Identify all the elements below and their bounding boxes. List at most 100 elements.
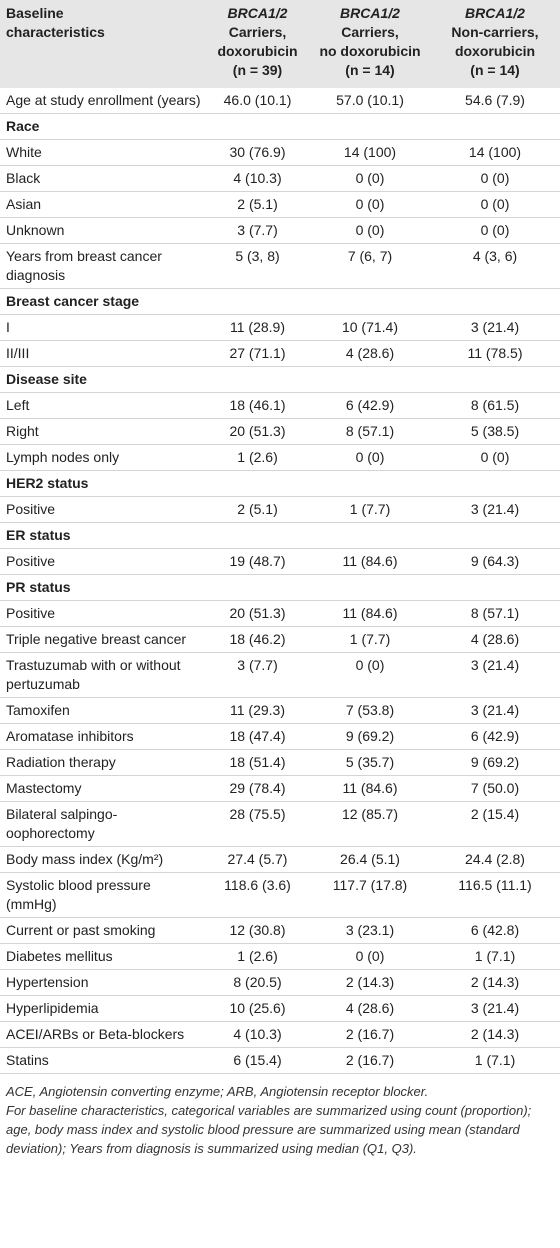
cell-value: 4 (10.3) bbox=[205, 1021, 310, 1048]
cell-value: 7 (53.8) bbox=[310, 697, 430, 724]
header-row: Baseline characteristics BRCA1/2 Carriers, d… bbox=[0, 0, 560, 88]
data-row: Black 4 (10.3) 0 (0) 0 (0) bbox=[0, 165, 560, 192]
cell-value: 3 (23.1) bbox=[310, 917, 430, 944]
cell-value: 26.4 (5.1) bbox=[310, 846, 430, 873]
cell-value: 24.4 (2.8) bbox=[430, 846, 560, 873]
header-group: Non-carriers, bbox=[451, 24, 539, 40]
section-row: Race bbox=[0, 113, 560, 140]
cell-value: 8 (20.5) bbox=[205, 969, 310, 996]
row-label: Systolic blood pressure (mmHg) bbox=[0, 872, 205, 918]
row-label: Black bbox=[0, 165, 205, 192]
cell-value: 14 (100) bbox=[310, 139, 430, 166]
cell-value: 18 (46.1) bbox=[205, 392, 310, 419]
data-row: Systolic blood pressure (mmHg) 118.6 (3.6… bbox=[0, 872, 560, 918]
cell-value: 4 (28.6) bbox=[430, 626, 560, 653]
cell-value: 11 (84.6) bbox=[310, 548, 430, 575]
cell-value: 9 (69.2) bbox=[430, 749, 560, 776]
header-group: Carriers, bbox=[228, 24, 287, 40]
section-label: ER status bbox=[0, 522, 560, 549]
cell-value: 19 (48.7) bbox=[205, 548, 310, 575]
cell-value: 18 (47.4) bbox=[205, 723, 310, 750]
header-cell: Baseline characteristics bbox=[0, 0, 205, 88]
footnote: ACE, Angiotensin converting enzyme; ARB,… bbox=[6, 1084, 429, 1099]
cell-value: 0 (0) bbox=[430, 191, 560, 218]
cell-value: 30 (76.9) bbox=[205, 139, 310, 166]
data-row: Asian 2 (5.1) 0 (0) 0 (0) bbox=[0, 191, 560, 218]
data-row: Left 18 (46.1) 6 (42.9) 8 (61.5) bbox=[0, 392, 560, 419]
cell-value: 11 (84.6) bbox=[310, 775, 430, 802]
section-label: Race bbox=[0, 113, 560, 140]
row-label: Triple negative breast cancer bbox=[0, 626, 205, 653]
data-row: Tamoxifen 11 (29.3) 7 (53.8) 3 (21.4) bbox=[0, 697, 560, 724]
cell-value: 7 (6, 7) bbox=[310, 243, 430, 289]
data-row: Years from breast cancer diagnosis 5 (3, … bbox=[0, 243, 560, 289]
cell-value: 57.0 (10.1) bbox=[310, 88, 430, 114]
data-row: Radiation therapy 18 (51.4) 5 (35.7) 9 (69.… bbox=[0, 749, 560, 776]
cell-value: 8 (61.5) bbox=[430, 392, 560, 419]
cell-value: 1 (2.6) bbox=[205, 943, 310, 970]
data-row: ACEI/ARBs or Beta-blockers 4 (10.3) 2 (16.… bbox=[0, 1021, 560, 1048]
header-cell: BRCA1/2 Non-carriers, doxorubicin (n = 14) bbox=[430, 0, 560, 88]
section-label: HER2 status bbox=[0, 470, 560, 497]
cell-value: 2 (5.1) bbox=[205, 191, 310, 218]
data-row: Diabetes mellitus 1 (2.6) 0 (0) 1 (7.1) bbox=[0, 943, 560, 970]
section-row: Breast cancer stage bbox=[0, 288, 560, 315]
section-label: Disease site bbox=[0, 366, 560, 393]
header-n: (n = 14) bbox=[345, 62, 395, 78]
cell-value: 117.7 (17.8) bbox=[310, 872, 430, 918]
cell-value: 6 (42.9) bbox=[430, 723, 560, 750]
row-label: Tamoxifen bbox=[0, 697, 205, 724]
cell-value: 3 (21.4) bbox=[430, 697, 560, 724]
table-header: Baseline characteristics BRCA1/2 Carriers, d… bbox=[0, 0, 560, 88]
header-group: Carriers, bbox=[341, 24, 399, 40]
cell-value: 11 (78.5) bbox=[430, 340, 560, 367]
cell-value: 2 (14.3) bbox=[310, 969, 430, 996]
cell-value: 9 (69.2) bbox=[310, 723, 430, 750]
cell-value: 6 (42.9) bbox=[310, 392, 430, 419]
data-row: Aromatase inhibitors 18 (47.4) 9 (69.2) 6 (… bbox=[0, 723, 560, 750]
cell-value: 46.0 (10.1) bbox=[205, 88, 310, 114]
cell-value: 1 (7.7) bbox=[310, 626, 430, 653]
data-row: Age at study enrollment (years) 46.0 (10.… bbox=[0, 88, 560, 114]
row-label: Lymph nodes only bbox=[0, 444, 205, 471]
header-cell: BRCA1/2 Carriers, doxorubicin (n = 39) bbox=[205, 0, 310, 88]
row-label: Radiation therapy bbox=[0, 749, 205, 776]
cell-value: 20 (51.3) bbox=[205, 418, 310, 445]
cell-value: 0 (0) bbox=[310, 652, 430, 698]
cell-value: 1 (7.7) bbox=[310, 496, 430, 523]
header-group: no doxorubicin bbox=[319, 43, 421, 59]
cell-value: 11 (28.9) bbox=[205, 314, 310, 341]
cell-value: 2 (16.7) bbox=[310, 1021, 430, 1048]
cell-value: 0 (0) bbox=[310, 165, 430, 192]
cell-value: 1 (7.1) bbox=[430, 1047, 560, 1074]
row-label: Diabetes mellitus bbox=[0, 943, 205, 970]
footnote: For baseline characteristics, categorica… bbox=[6, 1103, 532, 1156]
section-label: PR status bbox=[0, 574, 560, 601]
row-label: Hypertension bbox=[0, 969, 205, 996]
section-row: Disease site bbox=[0, 366, 560, 393]
cell-value: 4 (10.3) bbox=[205, 165, 310, 192]
table: Baseline characteristics BRCA1/2 Carriers, d… bbox=[0, 0, 560, 1074]
cell-value: 1 (2.6) bbox=[205, 444, 310, 471]
row-label: Bilateral salpingo-oophorectomy bbox=[0, 801, 205, 847]
cell-value: 18 (51.4) bbox=[205, 749, 310, 776]
cell-value: 20 (51.3) bbox=[205, 600, 310, 627]
row-label: ACEI/ARBs or Beta-blockers bbox=[0, 1021, 205, 1048]
cell-value: 0 (0) bbox=[430, 217, 560, 244]
cell-value: 3 (21.4) bbox=[430, 314, 560, 341]
row-label: Hyperlipidemia bbox=[0, 995, 205, 1022]
cell-value: 2 (5.1) bbox=[205, 496, 310, 523]
data-row: Hyperlipidemia 10 (25.6) 4 (28.6) 3 (21.4) bbox=[0, 995, 560, 1022]
cell-value: 3 (7.7) bbox=[205, 217, 310, 244]
cell-value: 54.6 (7.9) bbox=[430, 88, 560, 114]
cell-value: 6 (15.4) bbox=[205, 1047, 310, 1074]
cell-value: 4 (28.6) bbox=[310, 340, 430, 367]
data-row: Positive 20 (51.3) 11 (84.6) 8 (57.1) bbox=[0, 600, 560, 627]
cell-value: 0 (0) bbox=[430, 165, 560, 192]
data-row: Right 20 (51.3) 8 (57.1) 5 (38.5) bbox=[0, 418, 560, 445]
row-label: Statins bbox=[0, 1047, 205, 1074]
row-label: I bbox=[0, 314, 205, 341]
header-text: characteristics bbox=[6, 24, 105, 40]
data-row: Unknown 3 (7.7) 0 (0) 0 (0) bbox=[0, 217, 560, 244]
header-gene: BRCA1/2 bbox=[227, 5, 288, 21]
